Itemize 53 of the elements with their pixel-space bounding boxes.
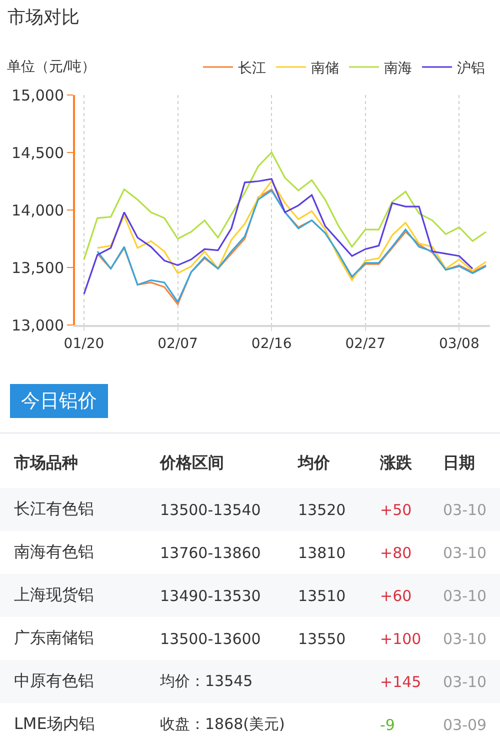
line-series [96, 180, 487, 281]
text: 今日铝价 [10, 384, 108, 418]
text: +80 [380, 544, 412, 562]
legend-label: 南海 [384, 60, 412, 76]
text: +100 [380, 630, 422, 648]
line-series [83, 152, 487, 260]
text: 03-10 [443, 500, 487, 518]
y-tick-label: 13,000 [12, 316, 64, 334]
text: -9 [380, 716, 395, 734]
text: 03-10 [443, 630, 487, 648]
x-tick-label: 02/16 [251, 336, 292, 352]
text: 均价：13545 [160, 672, 253, 690]
y-axis-title: 单位（元/吨） [7, 59, 96, 75]
text: 03-10 [443, 586, 487, 604]
category-label: 广东南储铝 [14, 628, 94, 647]
category-label: 南海有色铝 [14, 542, 94, 561]
y-tick-label: 13,500 [12, 258, 64, 277]
x-tick-label: 03/08 [439, 336, 480, 352]
text: 03-09 [443, 716, 487, 734]
chart-title: 市场对比 [8, 7, 80, 28]
category-label: 长江有色铝 [14, 499, 94, 518]
text: +145 [380, 672, 422, 690]
category-label: 中原有色铝 [14, 671, 94, 690]
line-series [83, 178, 474, 295]
x-tick-label: 01/20 [64, 336, 104, 352]
text: 收盘：1868(美元) [160, 715, 285, 733]
legend-label: 南储 [311, 60, 339, 76]
text: 13500-13540 [160, 500, 261, 518]
text: 03-10 [443, 544, 487, 562]
category-label: 均价 [298, 452, 331, 474]
text: 13500-13600 [160, 630, 261, 648]
text: 03-10 [443, 672, 487, 690]
x-tick-label: 02/27 [345, 336, 386, 352]
text: 13510 [298, 586, 346, 604]
category-label: 价格区间 [160, 452, 225, 474]
y-tick-label: 15,000 [12, 86, 64, 104]
y-tick-label: 14,000 [12, 201, 64, 220]
legend-label: 长江 [238, 60, 266, 76]
x-tick-label: 02/07 [158, 336, 198, 352]
text: 13520 [298, 500, 346, 518]
text: 13760-13860 [160, 544, 261, 562]
category-label: 涨跌 [380, 452, 413, 474]
text: +60 [380, 586, 412, 604]
text: +50 [380, 500, 412, 518]
category-label: LME场内铝 [14, 714, 95, 733]
category-label: 日期 [443, 452, 476, 474]
y-tick-label: 14,500 [12, 144, 64, 162]
category-label: 市场品种 [13, 452, 79, 474]
text: 13550 [298, 630, 346, 648]
legend-label: 沪铝 [457, 60, 485, 76]
category-label: 上海现货铝 [14, 585, 94, 604]
text: 13490-13530 [160, 586, 261, 604]
text: 13810 [298, 544, 346, 562]
